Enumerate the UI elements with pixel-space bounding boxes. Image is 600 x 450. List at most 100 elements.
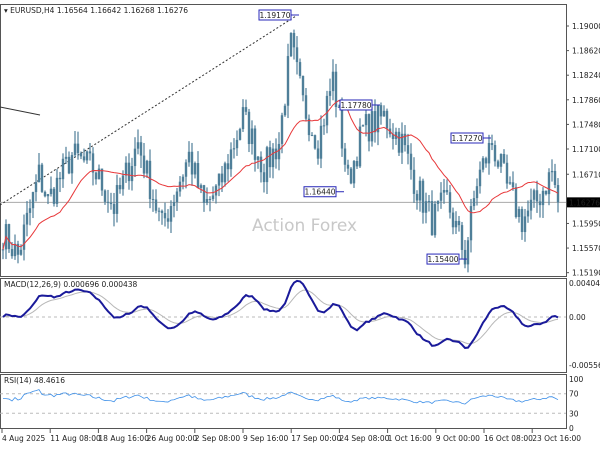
price-bar-body [181,176,185,182]
price-bar-body [13,243,17,257]
ohlc-values: 1.16564 1.16642 1.16268 1.16276 [56,6,189,15]
price-bar-body [550,170,554,173]
annotation-box [303,186,337,198]
time-axis-label: 9 Oct 00:00 [436,434,480,443]
symbol: EURUSD,H4 [10,6,55,15]
price-bar-body [172,202,176,207]
price-bar-body [16,243,20,255]
price-bar-body [256,156,260,160]
price-bar-body [283,105,287,116]
price-bar-body [361,125,365,127]
price-bar-body [22,224,26,250]
time-axis-label: 1 Oct 16:00 [388,434,432,443]
watermark: Action Forex [252,216,358,236]
price-bar-body [139,142,143,156]
time-axis-label: 23 Oct 16:00 [532,434,581,443]
price-bar-body [178,181,182,192]
price-bar-body [61,158,65,180]
price-bar-body [535,190,539,202]
price-bar-body [232,148,236,150]
price-bar-body [220,173,224,183]
rsi-axis-label: 70 [569,390,579,399]
annotation-label: 1.17780 [340,101,371,110]
price-bar-body [487,143,491,164]
price-bar-body [115,185,119,214]
price-bar-body [247,111,251,145]
price-bar-body [313,135,317,149]
price-bar-body [466,240,470,265]
price-bar-body [379,105,383,117]
price-bar-body [541,190,545,206]
price-bar-body [295,47,299,63]
macd-axis-label: -0.005561 [569,361,600,370]
price-bar-body [148,160,152,200]
price-bar-body [427,201,431,203]
price-bar-body [133,148,137,167]
price-bar-body [25,212,29,225]
price-bar-body [385,110,389,129]
price-bar-body [253,128,257,160]
price-bar-body [64,156,68,159]
price-axis-label: 1.18620 [572,47,600,56]
time-axis-label: 17 Sep 00:00 [291,434,341,443]
price-axis-label: 1.15190 [572,269,600,278]
price-bar-body [262,172,266,183]
price-bar-body [211,195,215,199]
price-bar-body [400,133,404,153]
price-bar-body [409,153,413,170]
price-bar-body [154,199,158,211]
price-bar-body [505,162,509,184]
price-bar-body [265,147,269,183]
price-axis-label: 1.17860 [572,96,600,105]
price-bar-body [520,209,524,233]
price-bar-body [367,114,371,142]
price-bar-body [355,161,359,167]
price-bar-body [418,180,422,201]
price-bar-body [481,158,485,170]
price-bar-body [94,172,98,180]
price-bar-body [397,131,401,153]
price-bar-body [127,162,131,182]
price-bar-body [424,201,428,213]
price-bar-body [277,143,281,160]
price-bar-body [406,145,410,154]
price-bar-body [340,106,344,149]
price-bar-body [325,95,329,126]
price-bar-body [223,163,227,183]
price-bar-body [70,155,74,174]
price-bar-body [7,224,11,250]
price-bar-body [37,164,41,183]
price-bar-body [166,218,170,222]
price-bar-body [556,185,560,203]
price-bar-body [184,162,188,177]
current-price-label: 1.16276 [569,198,600,207]
price-bar-body [493,145,497,162]
price-bar-body [217,173,221,186]
collapse-icon[interactable]: ▾ [4,6,8,15]
annotation-label: 1.16440 [304,188,335,197]
price-bar-body [532,190,536,200]
time-axis-label: 2 Sep 08:00 [195,434,241,443]
price-bar-body [106,201,110,203]
price-bar-body [412,169,416,194]
price-bar-body [67,156,71,174]
price-bar-body [208,198,212,200]
price-bar-body [544,190,548,195]
price-axis-label: 1.17480 [572,120,600,129]
price-bar-body [43,191,47,197]
price-bar-body [349,168,353,184]
price-bar-body [112,204,116,214]
price-bar-body [445,189,449,193]
price-bar-body [289,32,293,57]
price-bar-body [451,212,455,228]
moving-average-line [2,99,559,250]
price-bar-body [214,185,218,196]
price-bar-body [58,177,62,180]
price-bar-body [118,185,122,190]
price-bar-body [517,209,521,217]
chart-header: ▾ EURUSD,H4 1.16564 1.16642 1.16268 1.16… [4,6,188,15]
price-bar-body [301,75,305,96]
time-axis-label: 9 Sep 16:00 [243,434,289,443]
price-bar-body [151,199,155,201]
